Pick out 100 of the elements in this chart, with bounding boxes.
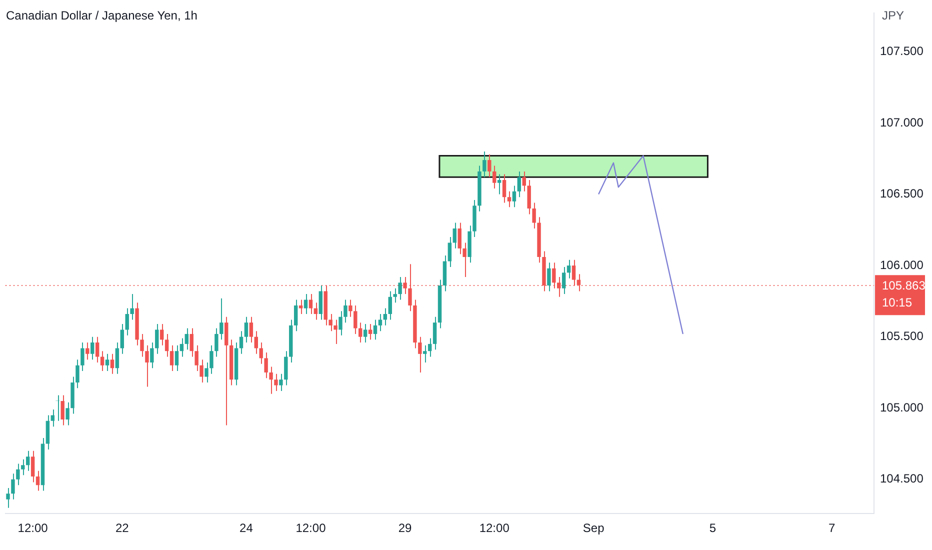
candlestick [21, 458, 25, 476]
candlestick [120, 323, 124, 354]
candlestick [115, 342, 120, 374]
candlestick [452, 222, 457, 249]
y-tick-label: 105.000 [880, 400, 924, 414]
candlestick [547, 262, 551, 292]
candlestick [432, 316, 437, 350]
y-axis-title: JPY [882, 8, 904, 22]
x-tick-label: 12:00 [296, 521, 326, 536]
candlestick [56, 394, 60, 422]
candlestick [492, 165, 496, 190]
candlestick [358, 322, 362, 344]
candlestick [517, 170, 522, 198]
candlestick [170, 344, 174, 372]
candlestick [164, 333, 169, 358]
candlestick [86, 342, 90, 360]
candlestick [393, 288, 397, 304]
chart-title: Canadian Dollar / Japanese Yen, 1h [6, 8, 198, 22]
candlestick [214, 328, 218, 358]
candlestick [428, 338, 432, 358]
y-tick-label: 106.000 [880, 258, 924, 272]
candlestick [95, 336, 100, 363]
candlestick [383, 308, 388, 326]
candlestick [314, 302, 318, 320]
x-tick-label: 12:00 [479, 521, 510, 536]
candlestick [532, 202, 536, 229]
y-tick-label: 107.000 [880, 115, 924, 130]
y-tick-label: 106.500 [880, 186, 924, 201]
candlestick [244, 316, 248, 344]
candlestick [488, 154, 492, 178]
candlestick [373, 319, 378, 340]
candlestick [378, 314, 382, 332]
candlestick [418, 336, 422, 373]
x-tick-label: 5 [709, 521, 716, 536]
candlestick [46, 414, 50, 450]
candlestick [125, 308, 129, 336]
candlestick [448, 236, 452, 268]
y-tick-label: 104.500 [880, 472, 924, 486]
candlestick [145, 344, 149, 388]
candlestick [184, 328, 189, 350]
candlestick [60, 394, 64, 426]
candlestick [80, 342, 84, 372]
candlestick [259, 342, 263, 364]
candlestick [318, 285, 323, 320]
candlestick [26, 450, 30, 472]
candlestick [497, 174, 502, 195]
candlestick [36, 470, 40, 492]
ref-line-label: 105.863 10:15 [882, 278, 926, 310]
x-tick-label: Sep [582, 521, 605, 536]
x-tick-label: 22 [115, 521, 130, 536]
candlestick [279, 373, 283, 392]
y-tick-label: 107.500 [880, 44, 924, 58]
candlestick [308, 294, 313, 315]
candlestick [507, 190, 512, 208]
candlestick [363, 323, 368, 344]
candlestick [50, 409, 55, 428]
candlestick [130, 294, 134, 320]
y-tick-label: 105.500 [880, 329, 924, 344]
candlestick [140, 333, 144, 358]
candlestick [512, 185, 516, 208]
candlestick [224, 316, 228, 426]
candlestick [482, 150, 486, 178]
x-tick-label: 29 [398, 521, 412, 536]
candlestick [284, 350, 288, 386]
candlestick [354, 304, 358, 334]
candlestick [254, 330, 258, 354]
candlestick [398, 276, 402, 300]
candlestick [249, 316, 254, 344]
candlestick [298, 299, 303, 315]
candlestick [174, 344, 179, 372]
candlestick [304, 294, 308, 315]
candlestick [269, 366, 273, 394]
candlestick [110, 353, 114, 374]
candlestick [566, 259, 571, 279]
candlestick [150, 342, 154, 369]
candlestick [562, 266, 566, 295]
candlestick [239, 330, 244, 354]
candlestick [100, 350, 104, 372]
candlestick [30, 450, 35, 483]
candlestick [160, 323, 164, 346]
x-tick-label: 24 [240, 521, 254, 536]
candlestick [294, 299, 298, 332]
candlestick [180, 338, 184, 358]
candlestick [502, 174, 506, 204]
x-tick-label: 12:00 [18, 521, 48, 536]
candlestick [274, 373, 278, 392]
candlestick [527, 180, 531, 215]
candlestick [264, 352, 268, 379]
candlestick [6, 487, 10, 508]
candlestick [368, 323, 372, 340]
candlestick [220, 298, 224, 340]
candlestick [90, 336, 94, 360]
candlestick [16, 463, 20, 486]
x-tick-label: 7 [828, 521, 836, 536]
candlestick [348, 299, 352, 318]
candlestick [388, 290, 392, 320]
candlestick [423, 344, 427, 363]
candlestick [522, 170, 526, 192]
candlestick [105, 353, 110, 372]
candlestick [155, 323, 159, 354]
